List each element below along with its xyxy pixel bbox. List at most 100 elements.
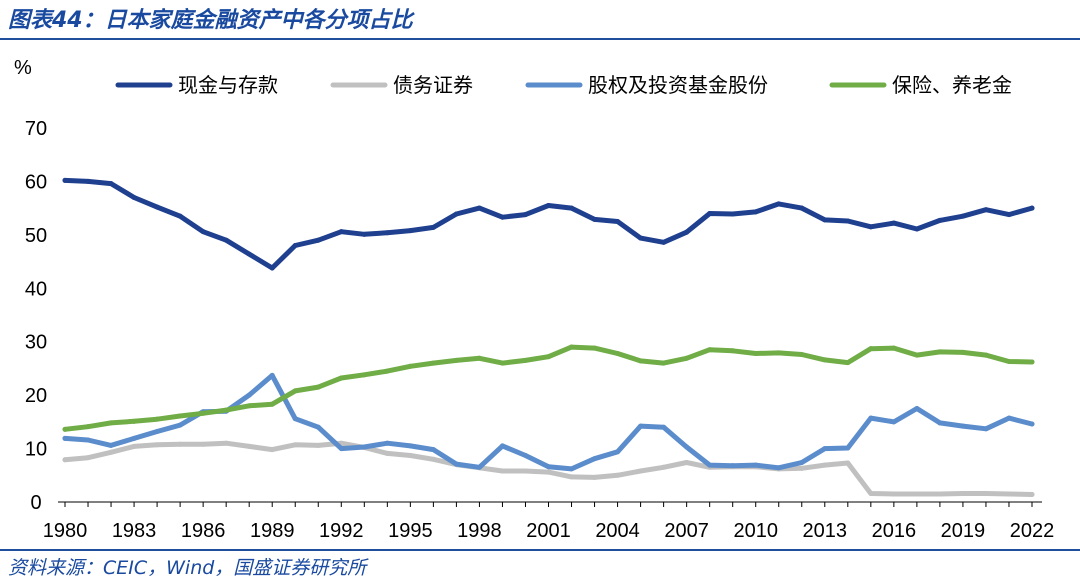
data-point [891,220,897,226]
data-point [730,211,736,217]
data-point [730,348,736,354]
data-point [753,462,759,468]
data-point [937,217,943,223]
data-point [569,344,575,350]
y-tick-label: 10 [25,439,47,461]
data-point [292,416,298,422]
data-point [822,217,828,223]
data-point [292,243,298,249]
data-point [292,442,298,448]
data-point [269,401,275,407]
data-point [223,440,229,446]
data-point [177,422,183,428]
data-point [108,181,114,187]
data-point [707,210,713,216]
data-point [292,388,298,394]
data-point [338,229,344,235]
x-tick-label: 1995 [388,520,433,542]
data-point [177,413,183,419]
data-point [384,440,390,446]
data-point [776,465,782,471]
data-point [154,442,160,448]
data-point [592,345,598,351]
data-point [407,228,413,234]
data-point [269,265,275,271]
data-point [661,360,667,366]
data-point [592,456,598,462]
data-point [753,209,759,215]
data-point [822,462,828,468]
data-point [499,443,505,449]
data-point [845,360,851,366]
data-point [1029,359,1035,365]
series-line-3 [62,372,1035,472]
data-point [407,453,413,459]
y-tick-label: 50 [25,225,47,247]
data-point [453,211,459,217]
x-tick-label: 1992 [319,520,364,542]
x-tick-label: 1980 [43,520,88,542]
data-point [684,229,690,235]
data-point [453,357,459,363]
data-point [615,350,621,356]
data-point [845,445,851,451]
data-point [62,426,68,432]
data-point [707,462,713,468]
data-point [799,459,805,465]
x-tick-label: 2007 [664,520,709,542]
y-axis-unit-label: % [14,57,32,79]
data-point [108,442,114,448]
data-point [1006,415,1012,421]
data-point [1006,491,1012,497]
data-point [638,358,644,364]
data-point [707,347,713,353]
data-point [546,354,551,360]
data-point [200,229,206,235]
data-point [546,202,551,208]
data-point [569,466,575,472]
data-point [960,423,966,429]
data-point [315,384,321,390]
data-point [154,428,160,434]
data-point [1029,421,1035,427]
data-point [983,207,989,213]
data-point [1029,492,1035,498]
legend-label: 保险、养老金 [892,73,1012,97]
data-point [592,216,598,222]
data-point [62,177,68,183]
data-point [868,224,874,230]
data-point [868,490,874,496]
data-point [914,352,920,358]
data-point [684,355,690,361]
data-point [315,424,321,430]
data-point [338,375,344,381]
data-point [361,372,367,378]
y-tick-label: 60 [25,171,47,193]
data-point [269,372,275,378]
top-rule [0,38,1080,40]
data-point [223,237,229,243]
data-point [430,447,436,453]
data-point [338,446,344,452]
y-tick-label: 0 [30,492,41,514]
data-point [131,443,137,449]
data-point [108,420,114,426]
data-point [799,352,805,358]
data-point [85,455,91,461]
data-point [361,231,367,237]
data-point [522,453,528,459]
data-point [407,363,413,369]
data-point [223,407,229,413]
data-point [154,416,160,422]
data-point [822,357,828,363]
data-point [891,419,897,425]
data-point [131,418,137,424]
data-point [822,446,828,452]
data-point [315,237,321,243]
data-point [499,360,505,366]
data-point [684,459,690,465]
legend-label: 股权及投资基金股份 [588,73,768,97]
data-point [476,355,482,361]
data-point [430,456,436,462]
data-point [638,468,644,474]
